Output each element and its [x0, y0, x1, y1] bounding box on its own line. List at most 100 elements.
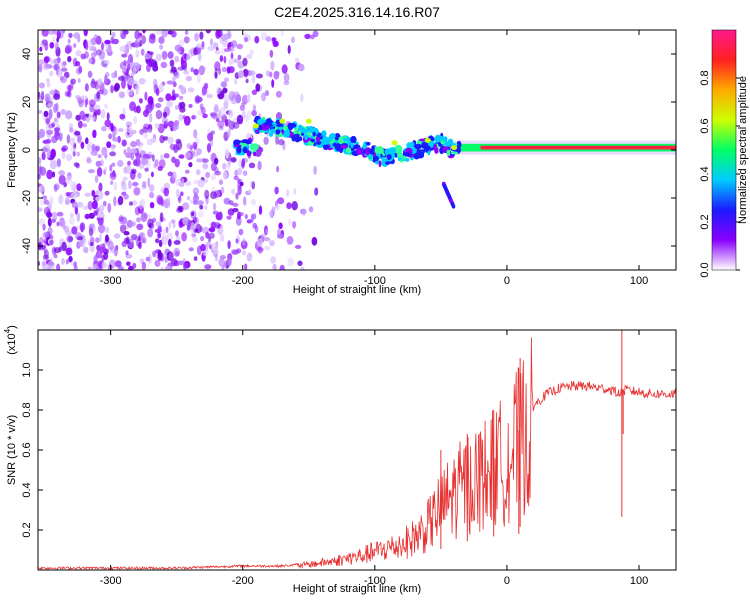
noise-blob [170, 66, 177, 73]
noise-blob [53, 58, 61, 66]
noise-blob [196, 148, 202, 156]
noise-blob [47, 261, 53, 270]
noise-blob [148, 57, 152, 67]
ridge-blob [409, 141, 415, 148]
ridge-blob [368, 148, 375, 155]
x-tick-label: -300 [100, 575, 122, 587]
noise-blob [77, 78, 81, 83]
noise-blob [150, 137, 157, 143]
noise-blob [157, 165, 163, 171]
ridge-blob [394, 144, 403, 152]
noise-blob [272, 263, 277, 270]
noise-blob [92, 116, 96, 121]
noise-blob [252, 213, 257, 220]
noise-blob [137, 235, 141, 242]
noise-blob [205, 30, 211, 34]
noise-blob [221, 47, 226, 55]
noise-blob [46, 78, 50, 83]
noise-blob [51, 218, 56, 223]
ridge-blob [257, 118, 265, 126]
noise-blob [153, 163, 157, 169]
noise-blob [143, 132, 149, 139]
noise-blob [38, 188, 44, 193]
noise-blob [45, 117, 50, 125]
noise-blob [193, 68, 199, 76]
noise-blob [198, 65, 205, 76]
noise-blob [89, 104, 95, 113]
noise-blob [49, 70, 54, 77]
noise-blob [169, 143, 176, 151]
noise-blob [127, 76, 135, 86]
colorbar-tick-label: 0.4 [699, 166, 711, 181]
noise-blob [93, 210, 99, 216]
noise-blob [45, 122, 50, 131]
noise-blob [51, 122, 56, 128]
noise-blob [183, 36, 190, 44]
ridge-blob [254, 129, 260, 133]
noise-blob [105, 234, 109, 243]
snr-frame [37, 329, 677, 571]
y-tick-label: 0 [21, 147, 33, 153]
noise-blob [246, 252, 253, 262]
noise-blob [223, 56, 227, 64]
noise-blob [269, 240, 275, 247]
noise-blob [138, 77, 146, 85]
noise-blob [193, 194, 200, 203]
noise-blob [199, 31, 204, 40]
noise-blob [159, 212, 164, 223]
noise-blob [252, 104, 256, 112]
noise-blob [56, 221, 60, 227]
noise-blob [121, 53, 128, 58]
noise-blob [146, 103, 153, 114]
noise-blob [65, 259, 69, 265]
ridge-blob [291, 134, 296, 142]
ridge-blob [297, 136, 303, 142]
noise-blob [195, 169, 201, 176]
noise-blob [125, 236, 130, 245]
noise-blob [70, 79, 74, 89]
noise-blob [88, 99, 96, 107]
ridge-blob [378, 160, 382, 168]
snr-scale-exp: 4 [3, 328, 12, 333]
ridge-blob [277, 126, 283, 130]
noise-blob [162, 117, 169, 125]
noise-blob [103, 252, 109, 260]
noise-blob [167, 136, 174, 145]
noise-blob [112, 170, 116, 178]
ridge-blob [236, 145, 242, 154]
noise-blob [61, 151, 66, 160]
noise-blob [73, 43, 77, 48]
noise-blob [143, 123, 150, 130]
noise-blob [181, 178, 185, 184]
noise-blob [46, 129, 53, 135]
noise-blob [54, 127, 60, 132]
noise-blob [242, 57, 248, 67]
noise-blob [134, 157, 141, 167]
noise-blob [147, 128, 153, 134]
noise-blob [232, 202, 239, 207]
noise-blob [61, 241, 67, 252]
snr-panel: -300 -200 -100 0 100 0.2 0.4 0.6 0.8 1.0 Height … [3, 325, 677, 595]
noise-blob [210, 191, 218, 200]
noise-blob [93, 109, 98, 116]
noise-blob [173, 247, 180, 257]
noise-blob [101, 42, 104, 51]
noise-blob [83, 30, 88, 37]
noise-blob [237, 70, 244, 79]
noise-blob [113, 245, 118, 256]
noise-blob [98, 224, 106, 234]
noise-blob [278, 139, 285, 146]
noise-blob [199, 103, 204, 110]
noise-blob [86, 158, 92, 164]
ridge-blob [396, 152, 404, 158]
noise-blob [53, 247, 61, 254]
noise-blob [149, 112, 153, 123]
noise-blob [41, 39, 48, 46]
noise-blob [77, 236, 84, 241]
noise-blob [143, 237, 147, 244]
spectrogram-y-ticks: -40 -20 0 20 40 [21, 48, 676, 254]
noise-blob [222, 170, 228, 180]
noise-blob [102, 200, 107, 207]
noise-blob [97, 154, 102, 159]
